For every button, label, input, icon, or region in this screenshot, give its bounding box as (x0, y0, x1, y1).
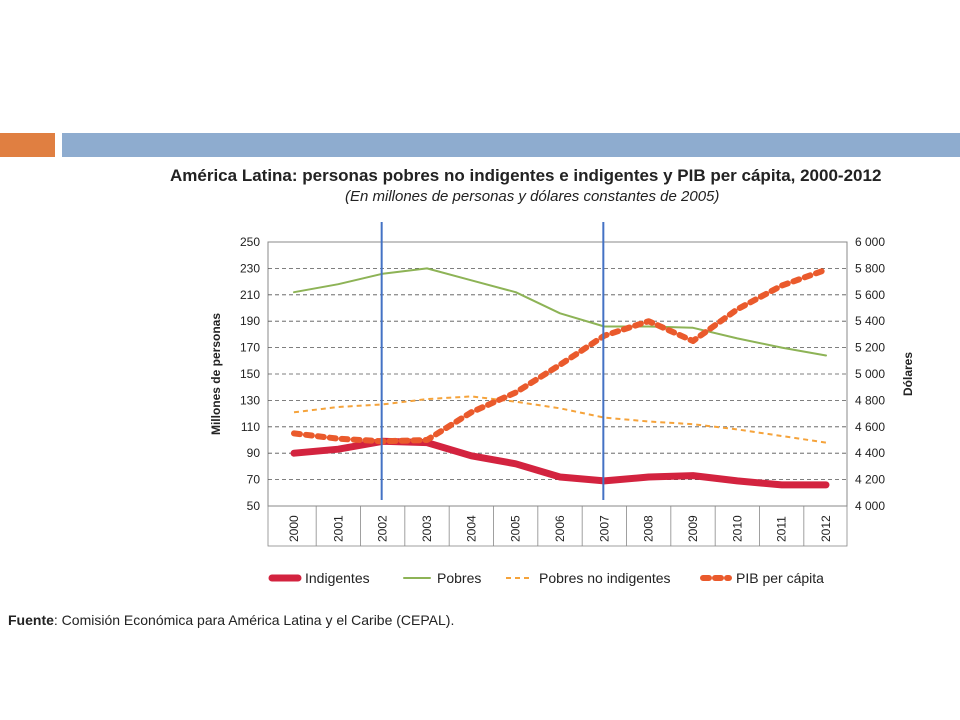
series-line-pib-per-c-pita (291, 266, 829, 445)
y2-tick-label: 5 400 (855, 314, 885, 328)
y-tick-label: 130 (240, 393, 260, 407)
chart-title: América Latina: personas pobres no indig… (170, 166, 882, 185)
x-tick-label: 2000 (287, 515, 301, 542)
x-tick-label: 2002 (376, 515, 390, 542)
y2-tick-label: 4 200 (855, 473, 885, 487)
x-tick-label: 2008 (642, 515, 656, 542)
y2-tick-label: 5 800 (855, 261, 885, 275)
y-tick-label: 170 (240, 341, 260, 355)
y-tick-label: 150 (240, 367, 260, 381)
x-tick-label: 2011 (775, 516, 789, 542)
y-tick-label: 230 (240, 261, 260, 275)
chart-subtitle: (En millones de personas y dólares const… (345, 188, 720, 205)
x-tick-label: 2004 (464, 515, 478, 542)
legend-label: Pobres no indigentes (539, 570, 671, 586)
y2-tick-label: 5 600 (855, 288, 885, 302)
x-tick-label: 2010 (730, 515, 744, 542)
x-tick-label: 2007 (597, 515, 611, 542)
source-label: Fuente (8, 612, 54, 628)
y2-tick-label: 4 800 (855, 393, 885, 407)
x-tick-label: 2006 (553, 515, 567, 542)
series-line-pobres-no-indigentes (293, 395, 827, 444)
legend-label: Indigentes (305, 570, 370, 586)
series-line-indigentes (290, 437, 830, 489)
header-bar (62, 133, 960, 157)
y-tick-label: 250 (240, 235, 260, 249)
y2-tick-label: 5 000 (855, 367, 885, 381)
y-tick-label: 50 (247, 499, 261, 513)
x-tick-label: 2001 (331, 515, 345, 542)
series-line-pobres (293, 267, 827, 357)
x-tick-label: 2005 (509, 515, 523, 542)
y-tick-label: 110 (241, 420, 260, 434)
y-tick-label: 70 (247, 473, 261, 487)
source-text: : Comisión Económica para América Latina… (53, 612, 455, 628)
y-tick-label: 90 (247, 446, 261, 460)
y2-tick-label: 5 200 (855, 341, 885, 355)
legend-label: Pobres (437, 570, 481, 586)
y2-axis-label: Dólares (901, 352, 915, 396)
y-tick-label: 190 (240, 314, 260, 328)
y-tick-label: 210 (240, 288, 260, 302)
x-tick-label: 2003 (420, 515, 434, 542)
x-tick-label: 2009 (686, 515, 700, 542)
x-tick-label: 2012 (819, 515, 833, 542)
y-axis-label: Millones de personas (209, 313, 223, 435)
source-note: Fuente: Comisión Económica para América … (8, 612, 454, 628)
header-accent-bar (0, 133, 55, 157)
x-axis-box (267, 505, 848, 547)
y2-tick-label: 4 400 (855, 446, 885, 460)
y2-tick-label: 4 600 (855, 420, 885, 434)
legend-label: PIB per cápita (736, 570, 824, 586)
y2-tick-label: 4 000 (855, 499, 885, 513)
y2-tick-label: 6 000 (855, 235, 885, 249)
